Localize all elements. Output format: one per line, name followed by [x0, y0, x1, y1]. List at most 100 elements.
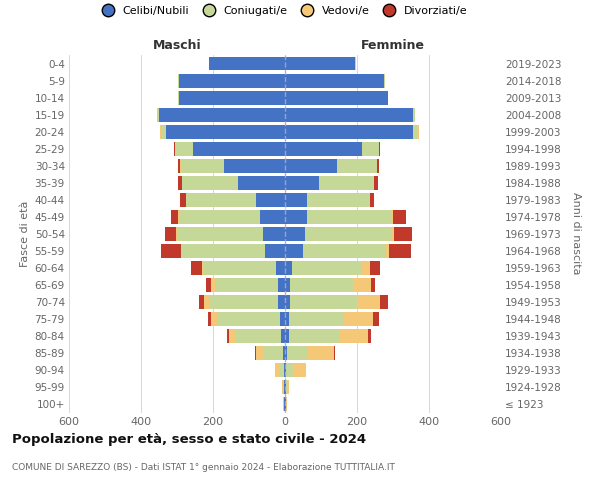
- Bar: [290, 295, 357, 309]
- Bar: [285, 158, 337, 172]
- Bar: [371, 278, 375, 292]
- Text: Popolazione per età, sesso e stato civile - 2024: Popolazione per età, sesso e stato civil…: [12, 432, 366, 446]
- Bar: [290, 278, 353, 292]
- Bar: [285, 363, 286, 377]
- Bar: [285, 278, 290, 292]
- Bar: [285, 312, 289, 326]
- Bar: [285, 142, 362, 156]
- Bar: [161, 124, 166, 138]
- Bar: [374, 176, 377, 190]
- Bar: [305, 227, 391, 240]
- Bar: [386, 244, 389, 258]
- Bar: [357, 295, 380, 309]
- Bar: [337, 158, 377, 172]
- Bar: [284, 397, 285, 411]
- Bar: [211, 312, 217, 326]
- Bar: [413, 124, 418, 138]
- Bar: [171, 210, 178, 224]
- Bar: [209, 295, 278, 309]
- Bar: [175, 142, 193, 156]
- Bar: [380, 295, 388, 309]
- Bar: [334, 346, 335, 360]
- Bar: [263, 227, 285, 240]
- Bar: [391, 227, 394, 240]
- Text: COMUNE DI SAREZZO (BS) - Dati ISTAT 1° gennaio 2024 - Elaborazione TUTTITALIA.IT: COMUNE DI SAREZZO (BS) - Dati ISTAT 1° g…: [12, 462, 395, 471]
- Bar: [287, 380, 289, 394]
- Bar: [182, 244, 265, 258]
- Bar: [283, 380, 284, 394]
- Bar: [285, 90, 388, 104]
- Bar: [303, 244, 386, 258]
- Bar: [178, 210, 179, 224]
- Bar: [286, 380, 287, 394]
- Bar: [278, 295, 285, 309]
- Y-axis label: Anni di nascita: Anni di nascita: [571, 192, 581, 275]
- Bar: [285, 176, 319, 190]
- Bar: [182, 176, 238, 190]
- Bar: [393, 210, 406, 224]
- Bar: [179, 210, 260, 224]
- Bar: [285, 210, 307, 224]
- Bar: [285, 397, 286, 411]
- Bar: [285, 261, 292, 275]
- Bar: [278, 278, 285, 292]
- Bar: [265, 244, 285, 258]
- Bar: [292, 261, 362, 275]
- Bar: [377, 158, 379, 172]
- Bar: [166, 124, 285, 138]
- Bar: [379, 142, 380, 156]
- Bar: [391, 210, 393, 224]
- Bar: [178, 158, 180, 172]
- Bar: [238, 176, 285, 190]
- Bar: [413, 108, 415, 122]
- Bar: [370, 261, 380, 275]
- Bar: [285, 56, 355, 70]
- Bar: [373, 312, 379, 326]
- Bar: [235, 329, 281, 343]
- Bar: [285, 74, 384, 88]
- Text: Femmine: Femmine: [361, 38, 425, 52]
- Bar: [280, 312, 285, 326]
- Bar: [353, 278, 371, 292]
- Bar: [284, 380, 285, 394]
- Bar: [362, 261, 370, 275]
- Bar: [289, 329, 339, 343]
- Bar: [217, 312, 280, 326]
- Bar: [373, 176, 374, 190]
- Bar: [208, 312, 211, 326]
- Bar: [206, 278, 211, 292]
- Bar: [179, 74, 285, 88]
- Bar: [286, 397, 287, 411]
- Legend: Celibi/Nubili, Coniugati/e, Vedovi/e, Divorziati/e: Celibi/Nubili, Coniugati/e, Vedovi/e, Di…: [97, 6, 467, 16]
- Bar: [224, 158, 285, 172]
- Bar: [177, 227, 263, 240]
- Bar: [193, 142, 285, 156]
- Bar: [344, 312, 373, 326]
- Bar: [178, 176, 182, 190]
- Bar: [176, 227, 177, 240]
- Bar: [191, 261, 202, 275]
- Bar: [285, 192, 307, 206]
- Bar: [278, 363, 284, 377]
- Bar: [179, 90, 285, 104]
- Bar: [263, 346, 283, 360]
- Bar: [285, 244, 303, 258]
- Bar: [211, 278, 215, 292]
- Bar: [276, 261, 285, 275]
- Bar: [186, 192, 256, 206]
- Bar: [260, 210, 285, 224]
- Bar: [256, 346, 263, 360]
- Bar: [285, 108, 413, 122]
- Bar: [384, 74, 385, 88]
- Bar: [199, 295, 204, 309]
- Bar: [285, 329, 289, 343]
- Bar: [275, 363, 278, 377]
- Bar: [339, 329, 368, 343]
- Bar: [287, 346, 308, 360]
- Bar: [283, 346, 285, 360]
- Bar: [307, 210, 391, 224]
- Bar: [215, 278, 278, 292]
- Bar: [229, 329, 235, 343]
- Bar: [281, 329, 285, 343]
- Bar: [368, 329, 371, 343]
